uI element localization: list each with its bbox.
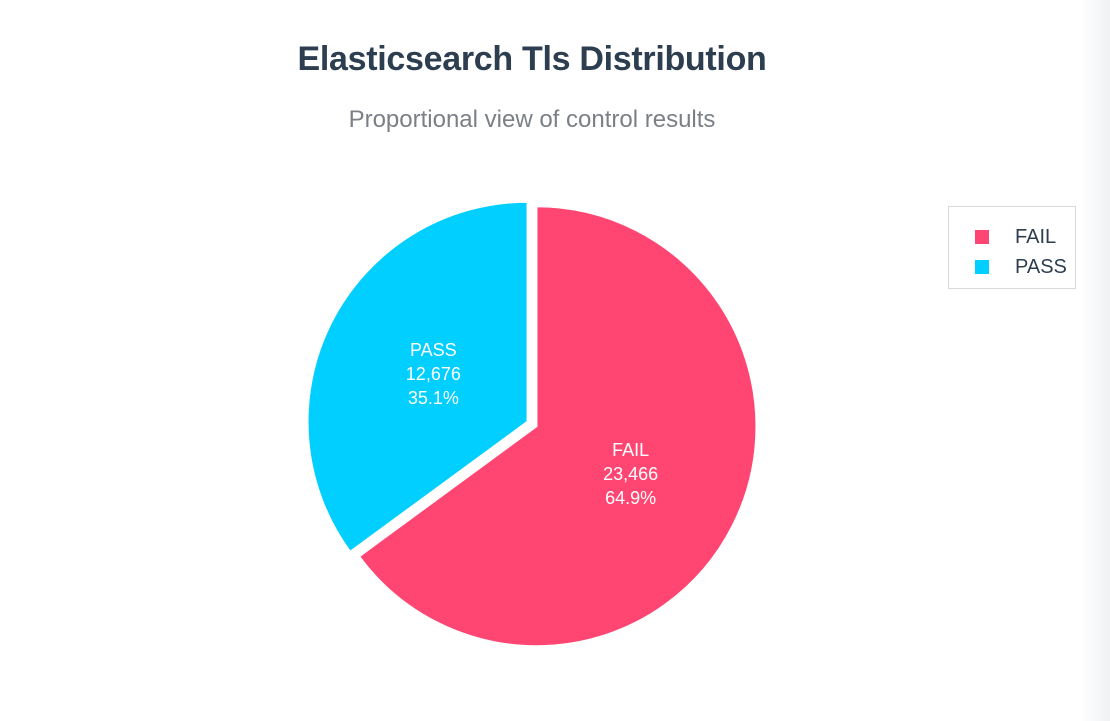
legend-swatch-pass (975, 260, 989, 274)
legend-label-pass: PASS (1015, 255, 1067, 278)
pie-slice-fail[interactable] (357, 205, 758, 648)
slice-label-pass-name: PASS (410, 340, 457, 360)
legend-swatch-fail (975, 230, 989, 244)
chart-subtitle: Proportional view of control results (348, 106, 716, 133)
legend-label-fail: FAIL (1015, 225, 1057, 248)
right-edge-shadow (1080, 0, 1110, 721)
legend-item-fail[interactable]: FAIL (949, 222, 1075, 252)
slice-label-fail-name: FAIL (612, 440, 649, 460)
chart-legend: FAIL PASS (948, 206, 1076, 289)
pie-slice-pass[interactable] (306, 200, 529, 554)
chart-title: Elasticsearch Tls Distribution (297, 40, 767, 78)
slice-label-fail-percent: 64.9% (605, 488, 656, 508)
slice-label-pass-percent: 35.1% (408, 388, 459, 408)
slice-label-fail-value: 23,466 (603, 464, 658, 484)
legend-item-pass[interactable]: PASS (949, 252, 1075, 282)
slice-label-pass-value: 12,676 (406, 364, 461, 384)
